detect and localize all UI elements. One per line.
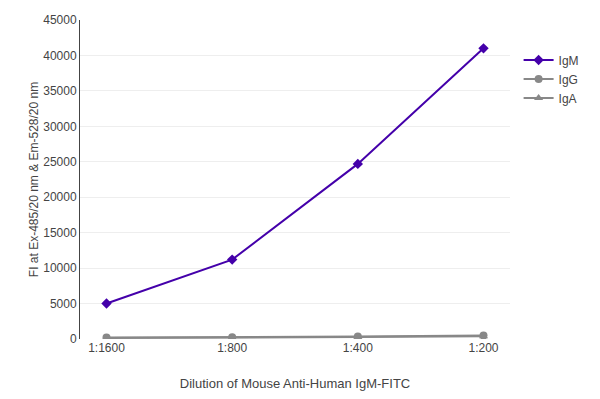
svg-text:Dilution of Mouse Anti-Human I: Dilution of Mouse Anti-Human IgM-FITC [180,376,410,391]
svg-text:1:400: 1:400 [343,341,373,355]
svg-text:0: 0 [70,332,77,346]
svg-text:20000: 20000 [43,190,77,204]
svg-text:30000: 30000 [43,120,77,134]
svg-text:5000: 5000 [50,297,77,311]
svg-text:IgG: IgG [559,73,578,87]
svg-text:40000: 40000 [43,49,77,63]
svg-text:35000: 35000 [43,84,77,98]
svg-text:IgM: IgM [559,54,579,68]
svg-text:1:800: 1:800 [217,341,247,355]
svg-text:10000: 10000 [43,261,77,275]
svg-text:IgA: IgA [559,92,577,106]
svg-text:1:200: 1:200 [468,341,498,355]
svg-text:45000: 45000 [43,13,77,27]
svg-text:FI at Ex-485/20 nm & Em-528/20: FI at Ex-485/20 nm & Em-528/20 nm [27,82,41,277]
svg-text:25000: 25000 [43,155,77,169]
svg-text:1:1600: 1:1600 [88,341,125,355]
svg-text:15000: 15000 [43,226,77,240]
